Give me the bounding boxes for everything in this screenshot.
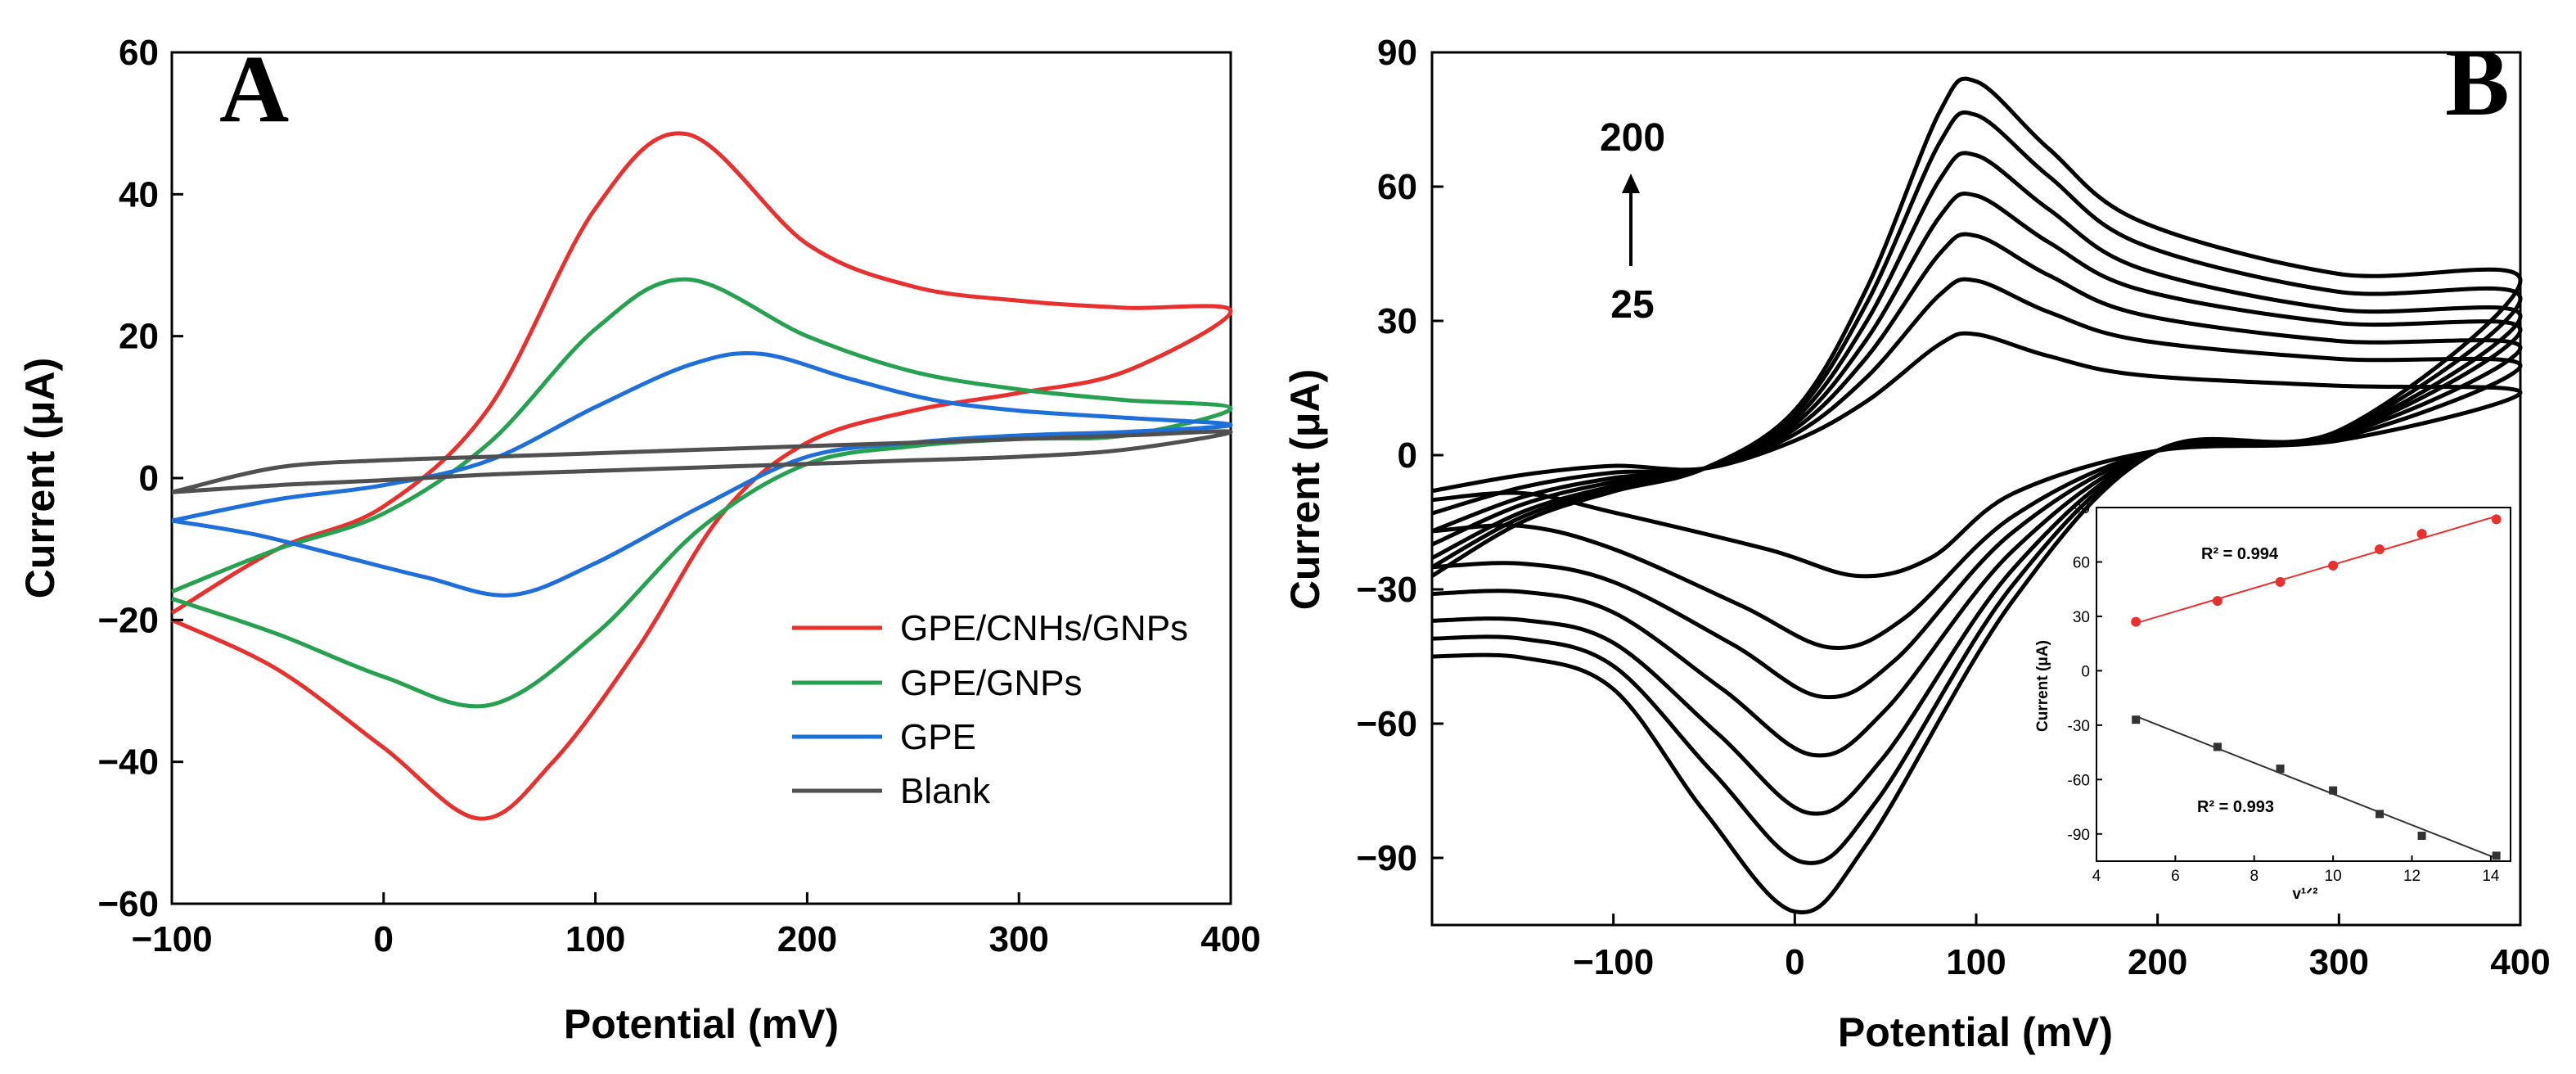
inset-x-tick-label: 6 <box>2171 868 2180 885</box>
inset-x-tick-label: 10 <box>2325 868 2342 885</box>
panel-a-y-tick-label: −20 <box>97 600 159 640</box>
inset-chart: 4 6 8 10 12 14 -90 -60 -30 0 30 60 90 v¹ᐟ² Current … <box>2034 500 2511 903</box>
inset-x-tick-label: 14 <box>2482 868 2500 885</box>
inset-y-tick-label: 60 <box>2073 554 2090 571</box>
panel-b-y-axis-label: Current (μA) <box>1282 369 1328 610</box>
panel-b-y-ticks: −90 −60 −30 0 30 60 90 <box>1356 33 1443 878</box>
legend-label-blank: Blank <box>900 771 991 811</box>
inset-point-cathodic <box>2492 851 2501 860</box>
inset-plot-frame <box>2096 507 2511 862</box>
scan-rate-arrow-up-icon <box>1622 174 1640 193</box>
cv-curve-blank <box>171 429 1233 494</box>
panel-a-x-tick-label: −100 <box>131 919 212 959</box>
scan-rate-annotation: 200 25 <box>1600 116 1665 327</box>
panel-a-x-tick-label: 100 <box>565 919 625 959</box>
cv-curve-gpe-gnps <box>171 277 1233 709</box>
panel-b-y-tick-label: −30 <box>1356 570 1417 610</box>
panel-a-y-tick-label: 20 <box>119 317 159 357</box>
inset-y-tick-label: 30 <box>2073 609 2090 626</box>
panel-a-y-tick-label: 0 <box>139 458 159 499</box>
inset-point-cathodic <box>2276 765 2285 774</box>
panel-a-letter: A <box>219 35 289 142</box>
panel-a-y-tick-label: −40 <box>97 742 159 783</box>
inset-x-axis-label: v¹ᐟ² <box>2292 886 2317 903</box>
inset-point-anodic <box>2212 596 2222 607</box>
cv-curve-scan-rate-100 <box>1430 192 2523 758</box>
panel-b-x-tick-label: 100 <box>1946 942 2006 982</box>
panel-a-x-tick-label: 300 <box>989 919 1048 959</box>
panel-a-curves <box>170 131 1233 821</box>
panel-a-y-tick-label: −60 <box>97 884 159 924</box>
inset-y-tick-label: 90 <box>2073 500 2090 517</box>
legend-label-gpe: GPE <box>900 717 976 757</box>
inset-point-anodic <box>2491 514 2502 525</box>
inset-point-cathodic <box>2417 831 2426 840</box>
inset-point-anodic <box>2375 544 2385 554</box>
inset-x-tick-label: 4 <box>2092 868 2101 885</box>
inset-x-tick-label: 8 <box>2249 868 2259 885</box>
panel-b-x-axis-label: Potential (mV) <box>1838 1009 2113 1055</box>
panel-a-legend: GPE/CNHs/GNPs GPE/GNPs GPE Blank <box>792 608 1188 811</box>
panel-a-x-tick-label: 200 <box>777 919 837 959</box>
inset-fit-line-cathodic <box>2135 715 2497 860</box>
inset-y-axis-label: Current (μA) <box>2034 640 2051 732</box>
panel-b-x-tick-label: 300 <box>2309 942 2369 982</box>
inset-x-tick-label: 12 <box>2403 868 2421 885</box>
cv-curve-gpe-cnhs-gnps <box>170 131 1233 821</box>
scan-rate-top-label: 200 <box>1600 116 1665 160</box>
cv-curve-scan-rate-125 <box>1430 151 2523 816</box>
panel-b-y-tick-label: 0 <box>1398 435 1417 476</box>
panel-a-y-ticks: −60 −40 −20 0 20 40 60 <box>97 33 183 924</box>
panel-b-x-ticks: −100 0 100 200 300 400 <box>1573 914 2551 982</box>
inset-point-anodic <box>2328 560 2339 571</box>
inset-point-cathodic <box>2329 786 2338 795</box>
inset-y-tick-label: -60 <box>2068 772 2090 789</box>
inset-point-cathodic <box>2132 715 2141 724</box>
panel-b-y-tick-label: 90 <box>1377 33 1417 73</box>
inset-point-anodic <box>2416 529 2427 539</box>
panel-a-y-tick-label: 60 <box>119 33 159 73</box>
cv-curve-scan-rate-150 <box>1430 111 2523 865</box>
cv-curve-gpe <box>171 351 1233 598</box>
panel-b-y-tick-label: 30 <box>1377 301 1417 341</box>
inset-point-cathodic <box>2213 742 2222 751</box>
panel-a-y-tick-label: 40 <box>119 174 159 214</box>
legend-label-gpe-gnps: GPE/GNPs <box>900 663 1083 703</box>
panel-a-x-axis-label: Potential (mV) <box>564 1001 839 1047</box>
inset-fit-line-anodic <box>2135 515 2497 625</box>
inset-point-anodic <box>2275 576 2286 587</box>
panel-b-x-tick-label: 200 <box>2128 942 2187 982</box>
scan-rate-bottom-label: 25 <box>1610 283 1654 327</box>
panel-b-x-tick-label: −100 <box>1573 942 1654 982</box>
inset-y-ticks: -90 -60 -30 0 30 60 90 <box>2068 500 2102 844</box>
panel-b-curves <box>1430 76 2523 915</box>
inset-r2-anodic: R² = 0.994 <box>2201 545 2279 563</box>
panel-b-y-tick-label: −60 <box>1356 704 1417 744</box>
panel-b-y-tick-label: −90 <box>1356 838 1417 878</box>
panel-a: −100 0 100 200 300 400 −60 −40 −20 0 20 40 60 A Pot… <box>17 33 1261 1047</box>
panel-a-x-tick-label: 400 <box>1200 919 1260 959</box>
inset-point-cathodic <box>2376 810 2385 819</box>
inset-r2-cathodic: R² = 0.993 <box>2197 798 2274 816</box>
inset-y-tick-label: -30 <box>2068 718 2090 735</box>
panel-a-x-tick-label: 0 <box>374 919 394 959</box>
panel-b-x-tick-label: 0 <box>1785 942 1804 982</box>
inset-content <box>2131 514 2502 860</box>
panel-a-y-axis-label: Current (μA) <box>17 358 63 598</box>
legend-label-gpe-cnhs-gnps: GPE/CNHs/GNPs <box>900 608 1188 648</box>
panel-a-x-ticks: −100 0 100 200 300 400 <box>131 892 1261 959</box>
panel-a-plot-frame <box>170 51 1232 905</box>
panel-b-letter: B <box>2445 29 2510 136</box>
inset-y-tick-label: -90 <box>2068 827 2090 844</box>
inset-point-anodic <box>2131 616 2141 627</box>
inset-y-tick-label: 0 <box>2081 663 2090 680</box>
panel-b-y-tick-label: 60 <box>1377 167 1417 207</box>
panel-b-x-tick-label: 400 <box>2490 942 2550 982</box>
inset-x-ticks: 4 6 8 10 12 14 <box>2092 855 2500 885</box>
cv-curve-scan-rate-200 <box>1430 76 2523 915</box>
